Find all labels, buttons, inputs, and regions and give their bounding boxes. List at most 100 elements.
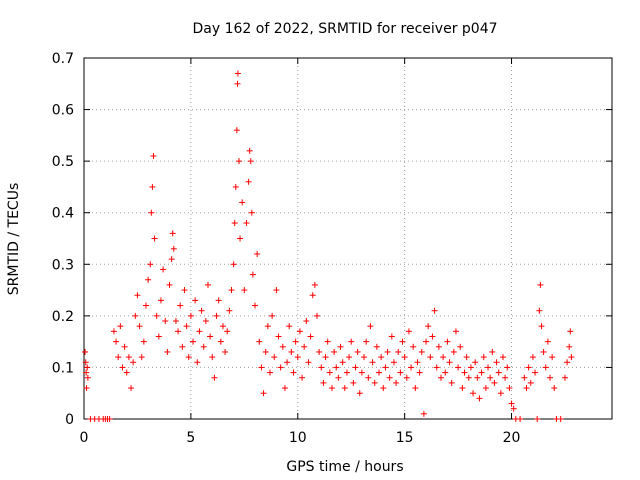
- data-point: [538, 323, 545, 330]
- data-point: [384, 348, 391, 355]
- data-point: [233, 127, 240, 134]
- y-tick-label: 0: [65, 412, 74, 428]
- data-point: [305, 359, 312, 366]
- data-point: [386, 374, 393, 381]
- data-point: [567, 328, 574, 335]
- data-point: [476, 395, 483, 402]
- data-point: [480, 354, 487, 361]
- data-point: [303, 318, 310, 325]
- data-point: [258, 364, 265, 371]
- data-point: [489, 348, 496, 355]
- data-point: [358, 369, 365, 376]
- data-point: [375, 369, 382, 376]
- data-point: [123, 369, 130, 376]
- data-point: [83, 385, 90, 392]
- data-point: [510, 405, 517, 412]
- data-point: [151, 235, 158, 242]
- data-point: [222, 348, 229, 355]
- data-point: [269, 312, 276, 319]
- data-point: [529, 354, 536, 361]
- data-point: [356, 390, 363, 397]
- data-point: [423, 338, 430, 345]
- data-point: [420, 410, 427, 417]
- data-point: [134, 292, 141, 299]
- data-point: [536, 307, 543, 314]
- data-point: [311, 281, 318, 288]
- data-point: [365, 374, 372, 381]
- data-point: [412, 385, 419, 392]
- data-point: [566, 343, 573, 350]
- data-point: [145, 276, 152, 283]
- data-point: [113, 338, 120, 345]
- data-point: [228, 287, 235, 294]
- data-point: [254, 250, 261, 257]
- data-point: [106, 416, 113, 422]
- data-point: [121, 343, 128, 350]
- data-point: [410, 343, 417, 350]
- data-point: [455, 364, 462, 371]
- data-point: [136, 323, 143, 330]
- data-point: [179, 343, 186, 350]
- data-point: [117, 323, 124, 330]
- data-point: [248, 209, 255, 216]
- data-point: [155, 333, 162, 340]
- data-point: [442, 369, 449, 376]
- data-point: [290, 369, 297, 376]
- data-point: [234, 70, 241, 77]
- data-point: [284, 359, 291, 366]
- data-point: [461, 369, 468, 376]
- data-point: [279, 343, 286, 350]
- data-point: [326, 369, 333, 376]
- data-point: [405, 328, 412, 335]
- data-point: [369, 359, 376, 366]
- x-tick-label: 10: [289, 430, 307, 446]
- data-point: [435, 343, 442, 350]
- data-point: [82, 348, 89, 355]
- data-point: [382, 364, 389, 371]
- data-point: [324, 338, 331, 345]
- data-point: [431, 307, 438, 314]
- data-point: [196, 328, 203, 335]
- data-point: [260, 390, 267, 397]
- data-point: [502, 374, 509, 381]
- data-point: [482, 385, 489, 392]
- data-point: [237, 235, 244, 242]
- data-point: [252, 302, 259, 309]
- data-point: [497, 390, 504, 397]
- data-point: [418, 348, 425, 355]
- data-point: [380, 385, 387, 392]
- data-point: [166, 281, 173, 288]
- data-point: [399, 338, 406, 345]
- data-point: [547, 374, 554, 381]
- data-point: [219, 323, 226, 330]
- data-point: [110, 328, 117, 335]
- data-point: [373, 343, 380, 350]
- data-point: [281, 385, 288, 392]
- data-point: [198, 307, 205, 314]
- data-point: [416, 369, 423, 376]
- data-point: [346, 354, 353, 361]
- data-point: [465, 374, 472, 381]
- data-point: [194, 359, 201, 366]
- data-point: [437, 374, 444, 381]
- data-point: [168, 256, 175, 263]
- data-point: [485, 364, 492, 371]
- y-tick-label: 0.4: [52, 206, 74, 222]
- data-point: [542, 364, 549, 371]
- data-point: [318, 364, 325, 371]
- data-point: [181, 287, 188, 294]
- data-point: [207, 333, 214, 340]
- data-point: [142, 302, 149, 309]
- data-point: [224, 328, 231, 335]
- data-point: [452, 328, 459, 335]
- data-point: [414, 359, 421, 366]
- data-point: [162, 318, 169, 325]
- data-point: [493, 359, 500, 366]
- data-point: [361, 354, 368, 361]
- data-point: [82, 359, 89, 366]
- data-point: [333, 364, 340, 371]
- data-point: [314, 312, 321, 319]
- data-point: [177, 302, 184, 309]
- data-point: [246, 147, 253, 154]
- data-point: [231, 220, 238, 227]
